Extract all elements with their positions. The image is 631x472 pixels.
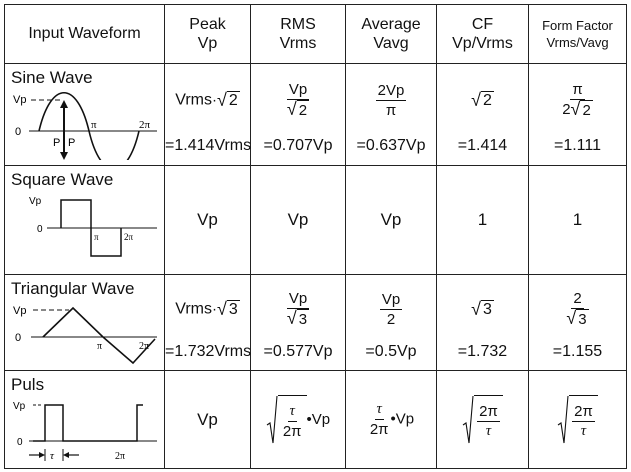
square-vp-label: Vp [29, 196, 42, 207]
square-wave-label: Square Wave [11, 169, 114, 189]
sine-2pi-label: 2π [139, 119, 151, 131]
sine-vp-label: Vp [13, 94, 26, 106]
pulse-ff-formula: 2π τ [528, 370, 627, 469]
sine-cf-value: =1.414 [436, 131, 529, 166]
header-input-waveform: Input Waveform [4, 4, 165, 64]
pulse-zero-label: 0 [17, 437, 23, 448]
triangular-avg-value: =0.5Vp [345, 337, 437, 372]
triangular-rms-value: =0.577Vp [250, 337, 346, 372]
pulse-peak: Vp [164, 370, 251, 469]
header-form-factor: Form Factor Vrms/Vavg [528, 4, 627, 64]
square-2pi-label: 2π [124, 232, 134, 242]
sine-zero-label: 0 [15, 126, 21, 138]
pulse-2pi-label: 2π [115, 451, 125, 462]
square-avg: Vp [345, 164, 437, 275]
square-cf: 1 [436, 164, 529, 275]
triangular-peak-formula: Vrms· √ 3 [164, 273, 251, 338]
triangular-peak-value: =1.732Vrms [164, 337, 251, 372]
sine-peak-formula: Vrms· √ 2 [164, 62, 251, 132]
pulse-vp-label: Vp [13, 401, 26, 412]
triangular-cf-value: =1.732 [436, 337, 529, 372]
header-cf: CF Vp/Vrms [436, 4, 529, 64]
waveform-table: Input Waveform Peak Vp RMS Vrms Average Vav… [4, 4, 627, 469]
triangular-wave-cell: Triangular Wave Vp 0 π 2π [4, 273, 165, 372]
square-peak: Vp [164, 164, 251, 275]
sine-avg-value: =0.637Vp [345, 131, 437, 166]
sine-p-label-right: P [68, 137, 75, 149]
pulse-wave-label: Puls [11, 375, 45, 395]
square-wave-icon: Vp 0 π 2π [29, 196, 157, 257]
triangular-pi-label: π [97, 341, 102, 352]
sine-ff-value: =1.111 [528, 131, 627, 166]
sine-wave-cell: Sine Wave Vp 0 P P π 2π [4, 62, 165, 166]
pulse-tau-label: τ [50, 450, 55, 462]
sine-wave-icon: Vp 0 P P π 2π [13, 91, 157, 160]
triangular-row: Triangular Wave Vp 0 π 2π Vrms· √ 3 Vp √ 3 V… [4, 273, 627, 372]
pulse-cf-formula: 2π τ [436, 370, 529, 469]
sine-ff-formula: π 2 √ 2 [528, 62, 627, 132]
triangular-ff-value: =1.155 [528, 337, 627, 372]
pulse-avg-formula: τ 2π •Vp [345, 370, 437, 469]
square-pi-label: π [94, 232, 99, 242]
square-rms: Vp [250, 164, 346, 275]
triangular-rms-formula: Vp √ 3 [250, 273, 346, 338]
pulse-rms-formula: τ 2π •Vp [250, 370, 346, 469]
sine-wave-label: Sine Wave [11, 67, 93, 87]
triangular-wave-icon: Vp 0 π 2π [13, 305, 157, 364]
triangular-vp-label: Vp [13, 305, 26, 317]
pulse-wave-cell: Puls Vp 0 τ 2π [4, 370, 165, 469]
square-zero-label: 0 [37, 224, 43, 235]
pulse-wave-icon: Vp 0 τ 2π [13, 401, 157, 462]
sine-p-label-left: P [53, 137, 60, 149]
sine-pi-label: π [91, 119, 97, 131]
header-peak: Peak Vp [164, 4, 251, 64]
square-ff: 1 [528, 164, 627, 275]
pulse-row: Puls Vp 0 τ 2π Vp τ 2π •Vp [4, 370, 627, 469]
header-rms: RMS Vrms [250, 4, 346, 64]
triangular-cf-formula: √ 3 [436, 273, 529, 338]
triangular-zero-label: 0 [15, 332, 21, 344]
triangular-avg-formula: Vp 2 [345, 273, 437, 338]
square-wave-cell: Square Wave Vp 0 π 2π [4, 164, 165, 275]
header-average: Average Vavg [345, 4, 437, 64]
triangular-wave-label: Triangular Wave [11, 278, 135, 298]
triangular-2pi-label: 2π [139, 341, 149, 352]
sine-avg-formula: 2Vp π [345, 62, 437, 132]
sine-rms-formula: Vp √ 2 [250, 62, 346, 132]
triangular-values-row: =1.732Vrms =0.577Vp =0.5Vp =1.732 =1.155 [5, 337, 627, 372]
sine-rms-value: =0.707Vp [250, 131, 346, 166]
triangular-ff-formula: 2 √ 3 [528, 273, 627, 338]
sine-peak-value: =1.414Vrms [164, 131, 251, 166]
sine-values-row: =1.414Vrms =0.707Vp =0.637Vp =1.414 =1.1… [5, 131, 627, 166]
header-row: Input Waveform Peak Vp RMS Vrms Average Vav… [4, 4, 627, 64]
square-row: Square Wave Vp 0 π 2π Vp Vp Vp 1 1 [4, 164, 627, 275]
sine-row: Sine Wave Vp 0 P P π 2π Vrms· √ 2 Vp √ 2 [4, 62, 627, 166]
sine-cf-formula: √ 2 [436, 62, 529, 132]
